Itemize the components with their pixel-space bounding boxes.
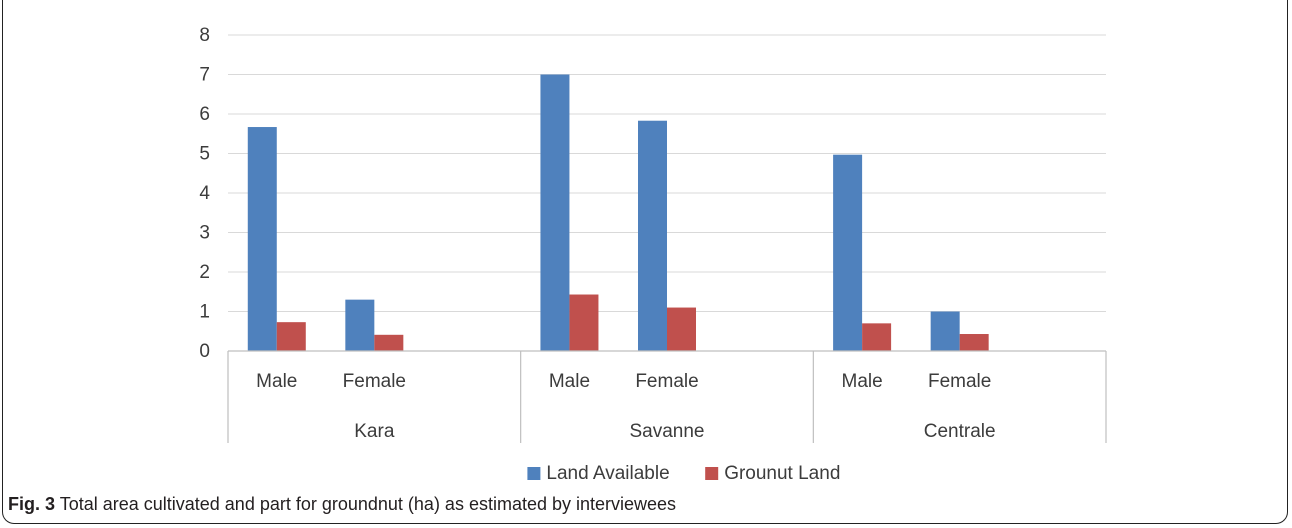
x-category-label: Female (635, 371, 698, 392)
x-group-label: Centrale (924, 421, 996, 442)
bar-land-available (638, 120, 667, 351)
y-tick-label: 3 (199, 223, 210, 244)
bar-groundnut-land (862, 323, 892, 351)
bar-groundnut-land (374, 334, 404, 351)
legend-label: Land Available (546, 463, 669, 484)
bar-land-available (540, 74, 570, 351)
y-tick-label: 6 (199, 104, 210, 125)
legend-label: Grounut Land (724, 463, 840, 484)
caption-label: Fig. 3 (8, 494, 56, 514)
legend: Land Available Grounut Land (527, 463, 840, 484)
bar-groundnut-land (959, 334, 989, 351)
y-tick-label: 4 (199, 183, 210, 204)
legend-swatch (705, 467, 719, 480)
x-category-label: Female (928, 371, 991, 392)
bar-land-available (345, 299, 375, 351)
y-tick-label: 5 (199, 144, 210, 165)
y-tick-label: 7 (199, 65, 210, 86)
x-category-label: Male (842, 371, 883, 392)
x-axis (227, 350, 1107, 443)
bar-land-available (247, 127, 277, 351)
bar-groundnut-land (276, 322, 306, 351)
x-category-label: Female (343, 371, 406, 392)
y-tick-label: 0 (199, 341, 210, 362)
bar-land-available (930, 311, 960, 351)
bar-groundnut-land (667, 307, 696, 351)
x-category-label: Male (549, 371, 590, 392)
x-group-label: Savanne (629, 421, 704, 442)
x-group-label: Kara (354, 421, 395, 442)
caption-text: Total area cultivated and part for groun… (59, 494, 677, 514)
bar-land-available (833, 154, 863, 351)
bar-groundnut-land (569, 294, 599, 351)
y-tick-label: 1 (199, 302, 210, 323)
bars (247, 74, 989, 351)
legend-swatch (527, 467, 541, 480)
x-axis-labels: Male Female Kara Male Female Savanne Male Femal… (256, 371, 995, 442)
y-tick-label: 2 (199, 262, 210, 283)
y-axis-tick-labels: 0 1 2 3 4 5 6 7 8 (199, 25, 210, 362)
y-tick-label: 8 (199, 25, 210, 46)
figure-caption: Fig. 3 Total area cultivated and part fo… (8, 494, 676, 515)
x-category-label: Male (256, 371, 297, 392)
